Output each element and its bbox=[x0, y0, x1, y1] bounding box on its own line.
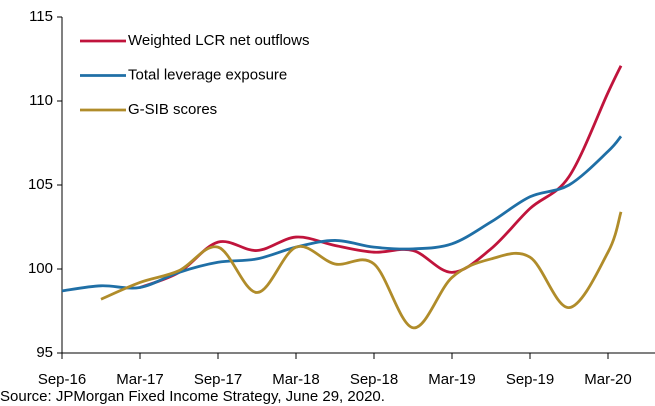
x-tick-label: Sep-18 bbox=[350, 371, 398, 388]
y-tick-label: 105 bbox=[28, 176, 53, 193]
x-tick-label: Mar-18 bbox=[272, 371, 320, 388]
x-tick-label: Mar-17 bbox=[116, 371, 164, 388]
y-tick-label: 95 bbox=[36, 344, 53, 361]
series-line bbox=[61, 135, 623, 293]
series-line bbox=[100, 211, 623, 330]
x-tick-label: Sep-16 bbox=[38, 371, 86, 388]
y-tick-label: 110 bbox=[29, 92, 53, 109]
legend-label: Total leverage exposure bbox=[128, 66, 287, 83]
legend-label: G-SIB scores bbox=[128, 101, 217, 118]
y-tick-label: 100 bbox=[28, 260, 53, 277]
x-tick-label: Mar-19 bbox=[428, 371, 476, 388]
series-line bbox=[139, 65, 623, 289]
x-tick-label: Sep-17 bbox=[194, 371, 242, 388]
y-tick-label: 115 bbox=[29, 8, 53, 25]
legend-label: Weighted LCR net outflows bbox=[128, 32, 310, 49]
source-note: Source: JPMorgan Fixed Income Strategy, … bbox=[0, 388, 385, 405]
x-tick-label: Mar-20 bbox=[584, 371, 632, 388]
x-tick-label: Sep-19 bbox=[506, 371, 554, 388]
